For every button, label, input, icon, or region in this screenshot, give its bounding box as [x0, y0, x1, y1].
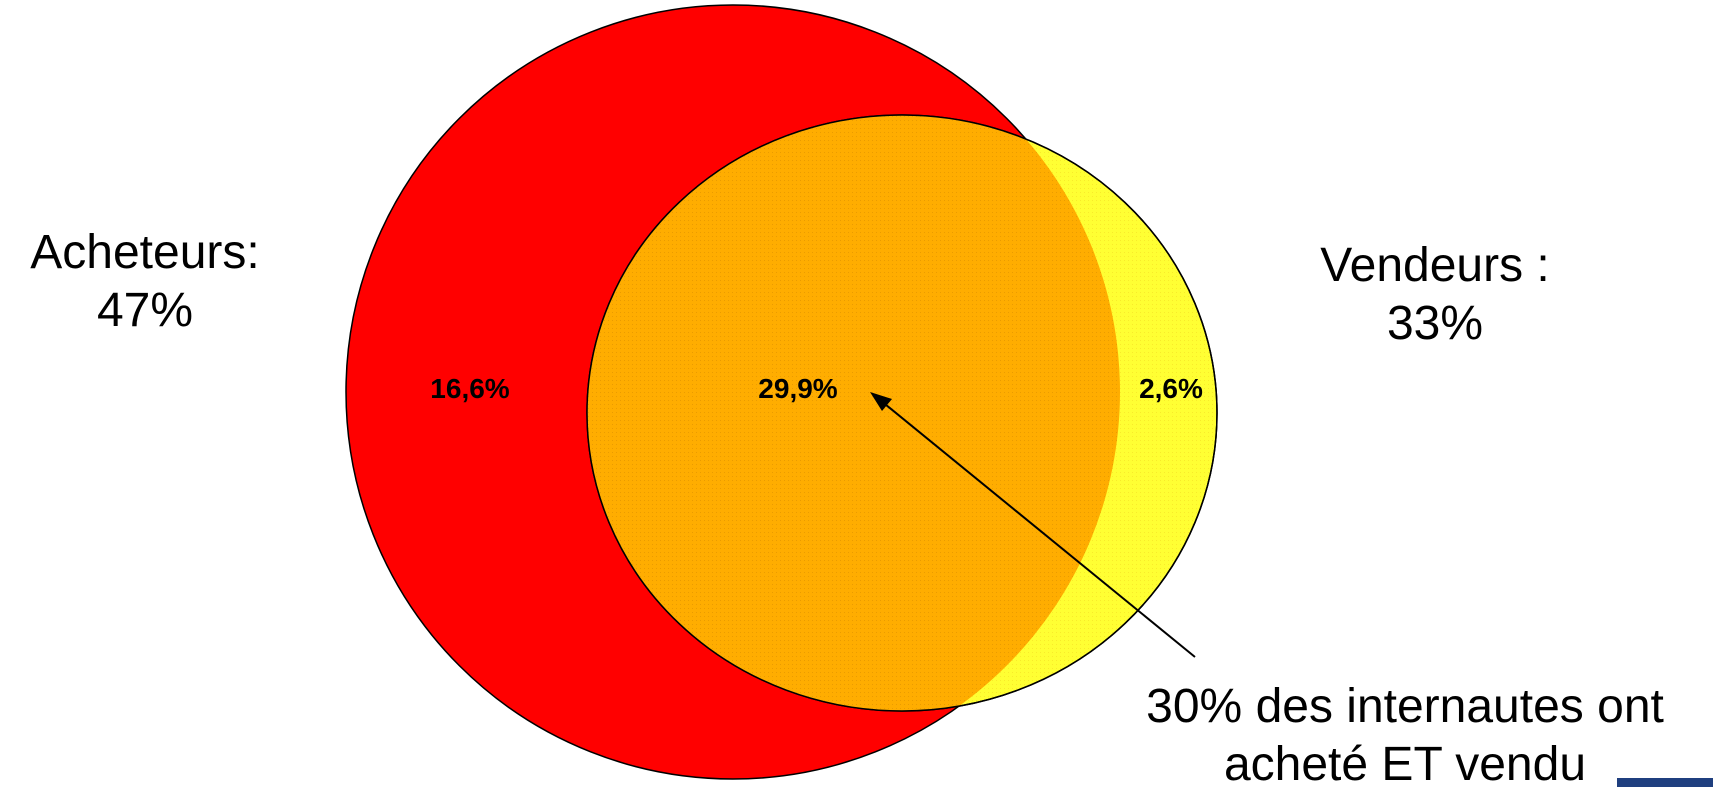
sellers-title: Vendeurs :: [1320, 239, 1550, 292]
sellers-percent: 33%: [1386, 297, 1484, 350]
buyers-only-value: 16,6%: [430, 373, 509, 404]
annotation-arrow-line: [879, 399, 1196, 658]
annotation-line-1: 30% des internautes ont: [1146, 680, 1664, 733]
annotation-line-2: acheté ET vendu: [1223, 738, 1587, 787]
corner-decoration-bar: [1617, 778, 1713, 787]
buyers-title: Acheteurs:: [30, 226, 260, 279]
annotation-text: 30% des internautes ont acheté ET vendu: [1100, 678, 1710, 787]
intersection-value: 29,9%: [758, 373, 837, 404]
buyers-label: Acheteurs: 47%: [0, 224, 290, 340]
intersection-region: [587, 115, 1120, 711]
sellers-outline: [586, 114, 1218, 712]
sellers-label: Vendeurs : 33%: [1280, 237, 1590, 353]
sellers-only-value: 2,6%: [1139, 373, 1203, 404]
buyers-percent: 47%: [96, 284, 194, 337]
annotation-arrowhead: [870, 392, 892, 411]
